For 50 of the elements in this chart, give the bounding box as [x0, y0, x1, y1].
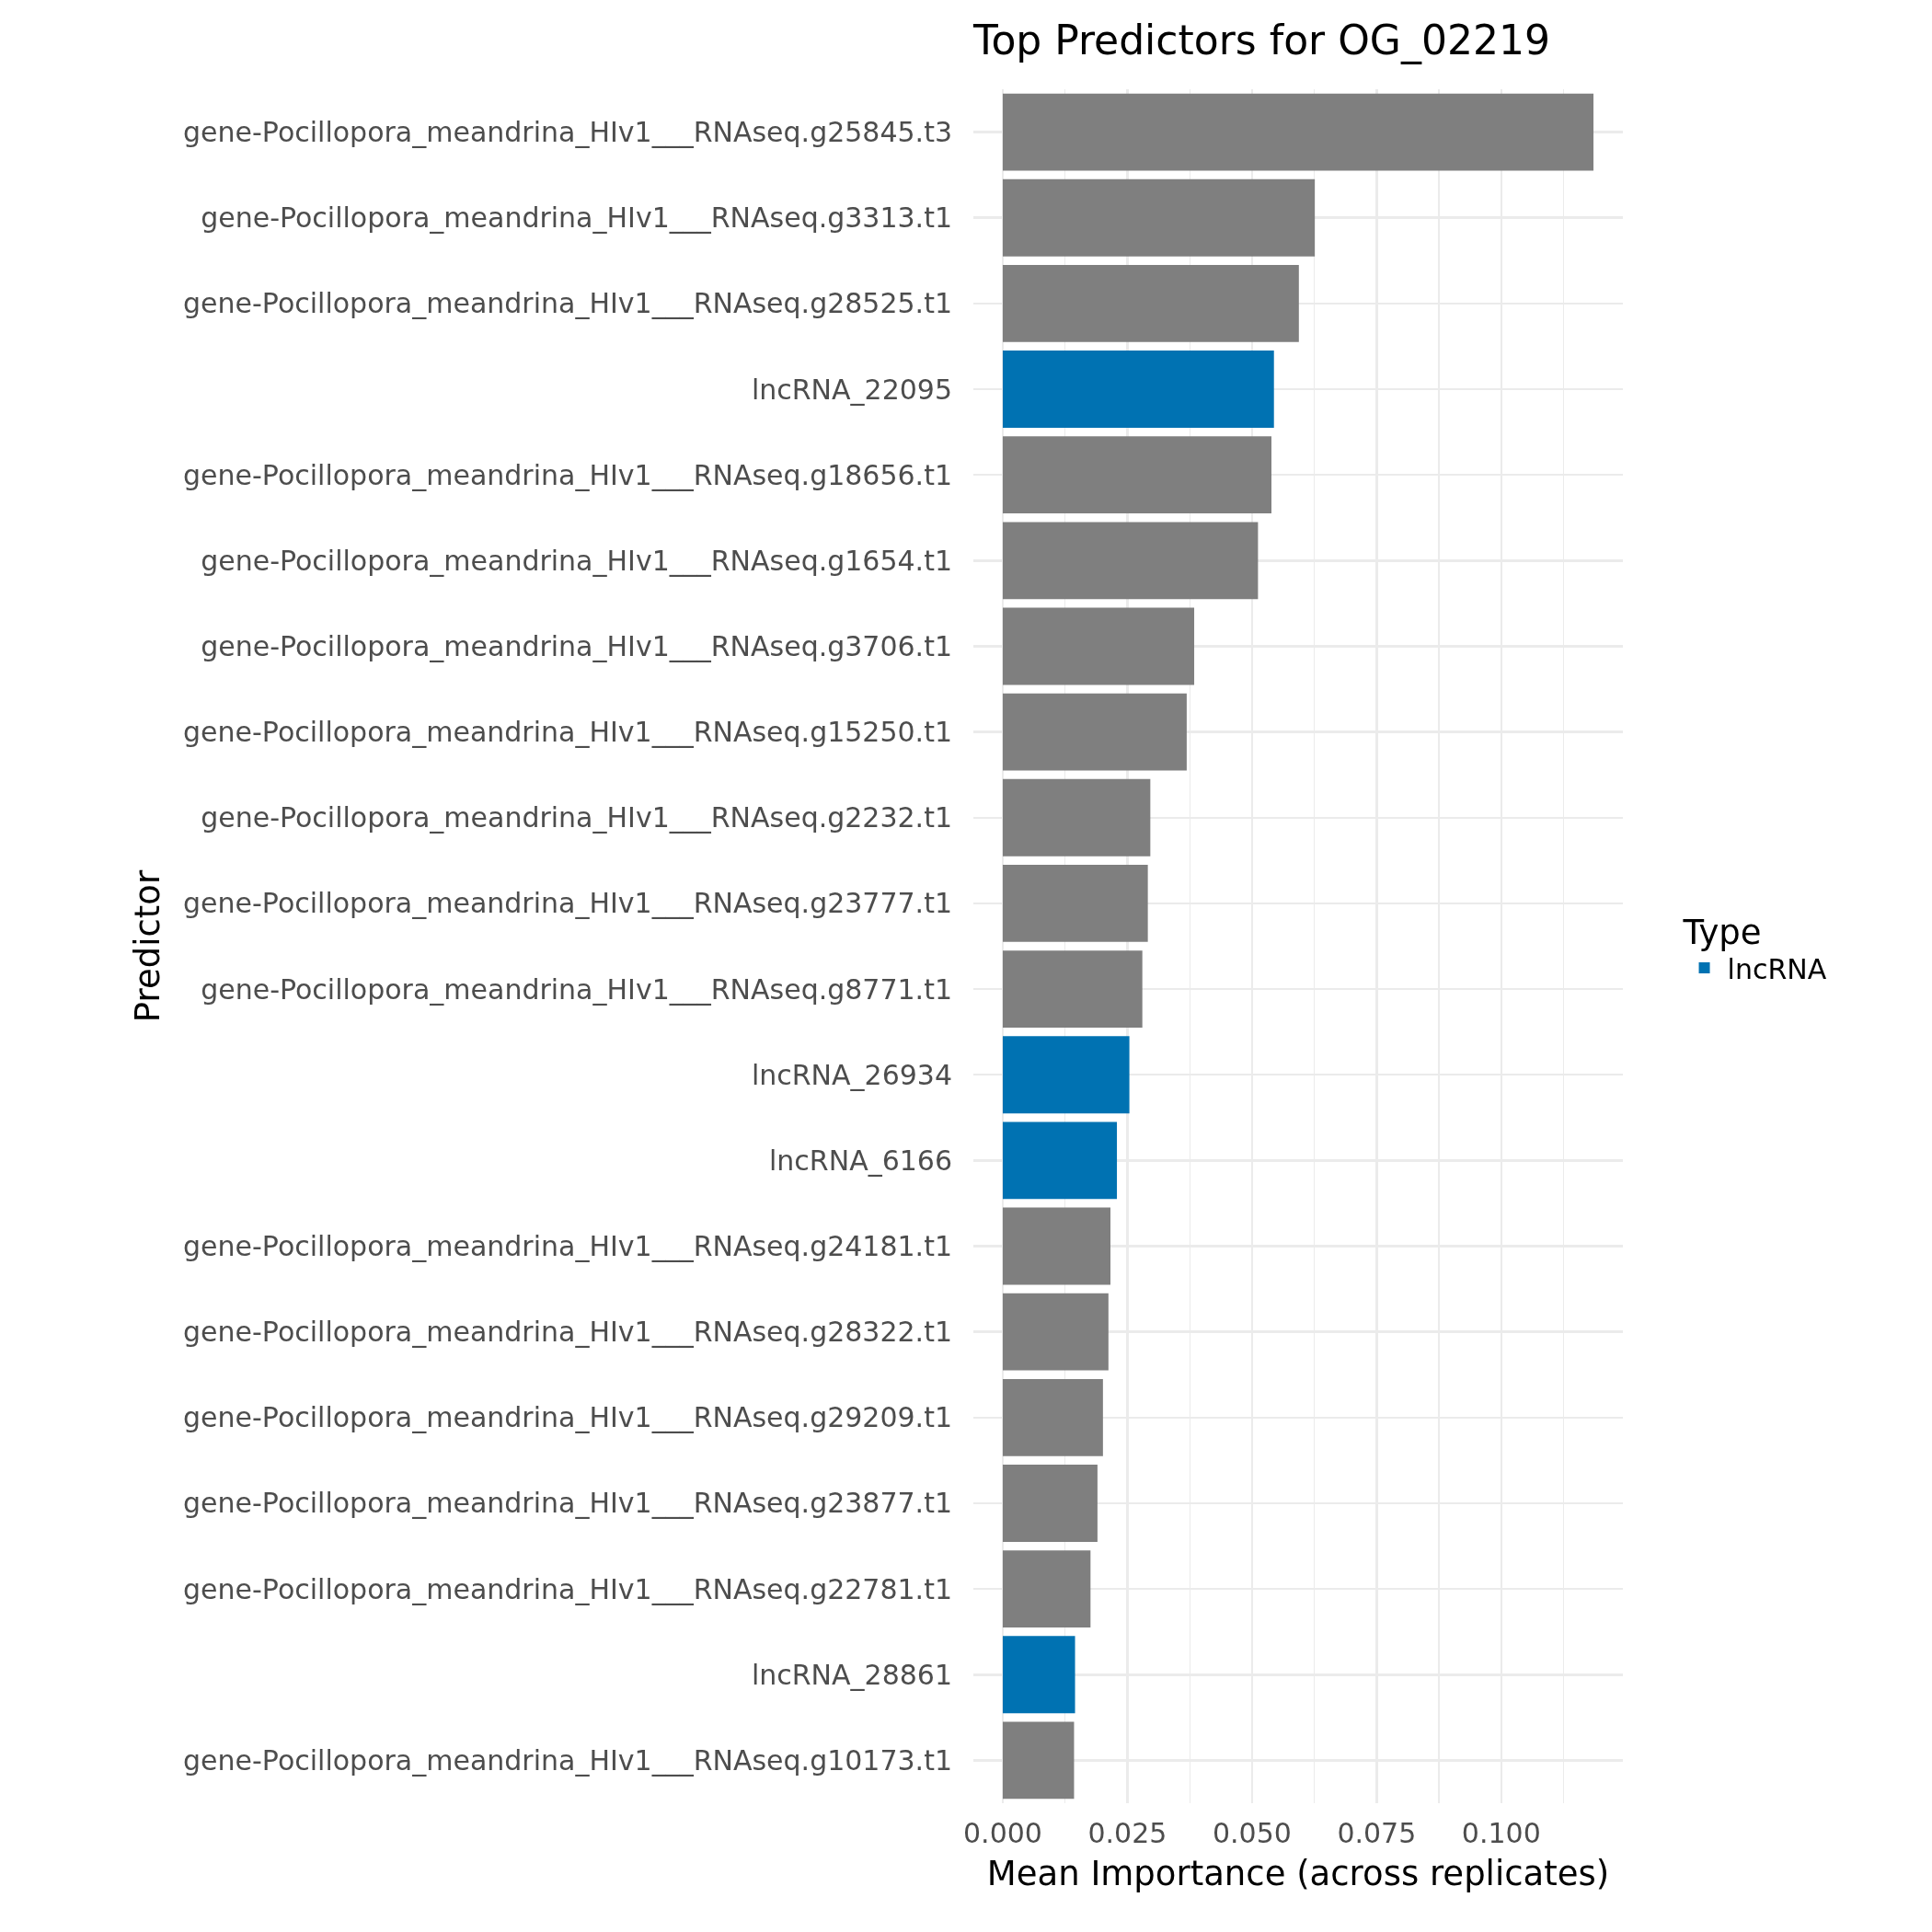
bar — [1002, 693, 1187, 771]
bar — [1002, 1207, 1110, 1285]
y-tick-label: gene-Pocillopora_meandrina_HIv1___RNAseq.g3706.t1 — [201, 629, 952, 662]
y-tick-label: gene-Pocillopora_meandrina_HIv1___RNAseq.g15250.t1 — [183, 716, 952, 749]
bar — [1002, 1121, 1118, 1200]
legend-label: lncRNA — [1727, 952, 1827, 985]
bar — [1002, 778, 1151, 857]
bar — [1002, 1550, 1091, 1628]
chart-title: Top Predictors for OG_02219 — [972, 17, 1550, 65]
bar — [1002, 1378, 1103, 1456]
x-tick-label: 0.025 — [1087, 1817, 1167, 1849]
bar — [1002, 1036, 1130, 1114]
bar — [1002, 351, 1274, 428]
y-tick-label: lncRNA_28861 — [751, 1658, 952, 1691]
x-tick-label: 0.050 — [1212, 1817, 1292, 1849]
bar — [1002, 1293, 1109, 1371]
bar — [1002, 178, 1316, 257]
bar — [1002, 1721, 1075, 1800]
bar — [1002, 950, 1143, 1028]
y-tick-label: gene-Pocillopora_meandrina_HIv1___RNAseq.g10173.t1 — [183, 1743, 952, 1777]
bar — [1002, 264, 1299, 342]
y-tick-label: gene-Pocillopora_meandrina_HIv1___RNAseq.g18656.t1 — [183, 458, 952, 491]
y-tick-label: gene-Pocillopora_meandrina_HIv1___RNAseq.g29209.t1 — [183, 1401, 952, 1434]
y-axis-title: Predictor — [127, 869, 167, 1023]
y-tick-label: gene-Pocillopora_meandrina_HIv1___RNAseq.g1654.t1 — [201, 544, 952, 577]
y-tick-label: gene-Pocillopora_meandrina_HIv1___RNAseq.g23777.t1 — [183, 887, 952, 920]
bar — [1002, 436, 1272, 514]
bar — [1002, 522, 1259, 600]
x-axis-title: Mean Importance (across replicates) — [986, 1854, 1610, 1894]
y-tick-label: lncRNA_26934 — [751, 1058, 952, 1091]
bar — [1002, 93, 1594, 171]
y-tick-label: gene-Pocillopora_meandrina_HIv1___RNAseq.g28322.t1 — [183, 1316, 952, 1349]
x-tick-label: 0.100 — [1461, 1817, 1541, 1849]
y-tick-label: lncRNA_22095 — [751, 373, 952, 406]
x-tick-label: 0.075 — [1337, 1817, 1417, 1849]
bar — [1002, 607, 1195, 685]
y-tick-label: gene-Pocillopora_meandrina_HIv1___RNAseq.g23877.t1 — [183, 1487, 952, 1520]
bar — [1002, 1636, 1075, 1714]
bar — [1002, 1465, 1098, 1542]
y-tick-label: gene-Pocillopora_meandrina_HIv1___RNAseq.g2232.t1 — [201, 801, 952, 834]
y-tick-label: gene-Pocillopora_meandrina_HIv1___RNAseq.g3313.t1 — [201, 201, 952, 235]
legend-title: Type — [1682, 913, 1762, 953]
y-tick-label: gene-Pocillopora_meandrina_HIv1___RNAseq.g24181.t1 — [183, 1230, 952, 1263]
y-tick-label: gene-Pocillopora_meandrina_HIv1___RNAseq.g25845.t3 — [183, 116, 952, 149]
y-tick-label: gene-Pocillopora_meandrina_HIv1___RNAseq.g8771.t1 — [201, 972, 952, 1006]
x-tick-label: 0.000 — [963, 1817, 1042, 1849]
y-tick-label: gene-Pocillopora_meandrina_HIv1___RNAseq.g22781.t1 — [183, 1572, 952, 1605]
y-tick-label: lncRNA_6166 — [769, 1144, 952, 1177]
y-tick-label: gene-Pocillopora_meandrina_HIv1___RNAseq.g28525.t1 — [183, 287, 952, 320]
bar — [1002, 865, 1148, 942]
